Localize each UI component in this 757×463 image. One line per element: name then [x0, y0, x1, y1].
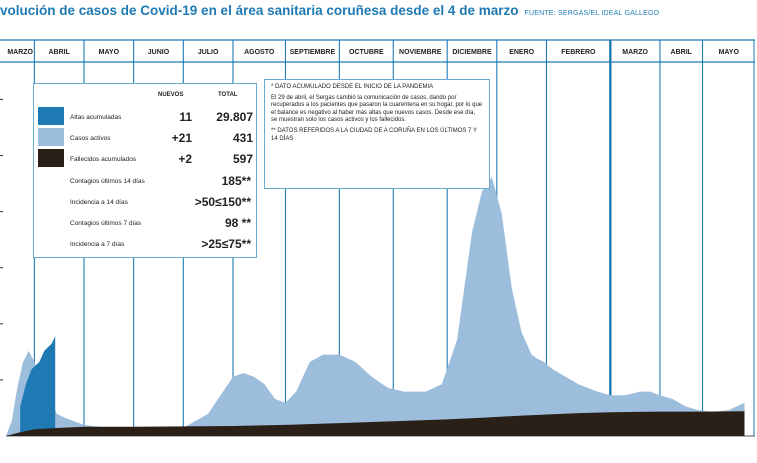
stat-value-contagios-7: 98 **	[224, 216, 251, 230]
stat-label-incidencia-7: Incidencia a 7 días	[70, 241, 125, 248]
month-label-5: AGOSTO	[244, 49, 275, 56]
month-label-6: SEPTIEMBRE	[290, 49, 336, 56]
stat-row-contagios-14: Contagios últimos 14 días 185**	[34, 171, 256, 191]
legend-header-total: TOTAL	[218, 92, 238, 98]
legend-label-altas: Altas acumuladas	[70, 114, 122, 121]
stat-value-incidencia-14: >50≤150**	[194, 195, 251, 209]
legend-total-altas: 29.807	[216, 110, 253, 124]
legend-row-fallecidos: Fallecidos acumulados +2 597	[34, 149, 256, 169]
legend-row-altas: Altas acumuladas 11 29.807	[34, 107, 256, 127]
month-label-14: MAYO	[719, 49, 740, 56]
month-label-13: ABRIL	[671, 49, 693, 56]
legend-new-altas: 11	[179, 110, 192, 124]
chart-title-block: volución de casos de Covid-19 en el área…	[0, 2, 659, 20]
series-area-0	[6, 177, 745, 436]
month-label-4: JULIO	[198, 49, 219, 56]
month-label-11: FEBRERO	[561, 49, 596, 56]
month-label-10: ENERO	[509, 49, 534, 56]
chart-source: FUENTE: SERGAS/EL IDEAL GALLEGO	[524, 10, 660, 17]
note-ciudad: ** DATOS REFERIDOS A LA CIUDAD DE A CORU…	[271, 127, 477, 142]
stat-value-incidencia-7: >25≤75**	[201, 237, 251, 251]
month-label-layer: MARZO ABRIL MAYO JUNIO JULIO AGOSTO SEPTIEMBRE…	[7, 49, 739, 56]
month-label-12: MARZO	[622, 49, 648, 56]
month-label-9: DICIEMBRE	[452, 49, 492, 56]
legend-swatch-activos	[38, 128, 64, 146]
month-label-0: MARZO	[7, 49, 33, 56]
stat-row-incidencia-14: Incidencia a 14 días >50≤150**	[34, 192, 256, 212]
stat-label-incidencia-14: Incidencia a 14 días	[70, 199, 128, 206]
month-label-3: JUNIO	[148, 49, 170, 56]
month-label-7: OCTUBRE	[349, 49, 384, 56]
series-area-2	[6, 411, 745, 436]
month-label-2: MAYO	[99, 49, 120, 56]
area-layer	[6, 177, 755, 437]
stat-label-contagios-14: Contagios últimos 14 días	[70, 178, 145, 185]
legend-label-activos: Casos activos	[70, 135, 111, 142]
month-label-8: NOVIEMBRE	[399, 49, 442, 56]
legend-total-activos: 431	[232, 131, 253, 145]
note-cambio-comunicacion: El 29 de abril, el Sergas cambió la comu…	[271, 94, 483, 124]
notes-box: * DATO ACUMULADO DESDE EL INICIO DE LA P…	[264, 79, 490, 189]
legend-new-activos: +21	[171, 131, 192, 145]
month-label-1: ABRIL	[49, 49, 71, 56]
stat-label-contagios-7: Contagios últimos 7 días	[70, 220, 142, 227]
legend-label-fallecidos: Fallecidos acumulados	[70, 156, 137, 163]
stat-row-incidencia-7: Incidencia a 7 días >25≤75**	[34, 234, 256, 254]
stat-row-contagios-7: Contagios últimos 7 días 98 **	[34, 213, 256, 233]
legend-box: NUEVOS TOTAL Altas acumuladas 11 29.807 …	[33, 83, 257, 258]
legend-swatch-fallecidos	[38, 149, 64, 167]
chart-title: volución de casos de Covid-19 en el área…	[0, 3, 519, 18]
legend-header-nuevos: NUEVOS	[158, 92, 184, 98]
legend-row-activos: Casos activos +21 431	[34, 128, 256, 148]
series-area-1	[20, 336, 56, 436]
note-acumulado: * DATO ACUMULADO DESDE EL INICIO DE LA P…	[271, 84, 434, 90]
legend-total-fallecidos: 597	[232, 152, 253, 166]
legend-swatch-altas	[38, 107, 64, 125]
stat-value-contagios-14: 185**	[221, 174, 251, 188]
legend-new-fallecidos: +2	[178, 152, 192, 166]
